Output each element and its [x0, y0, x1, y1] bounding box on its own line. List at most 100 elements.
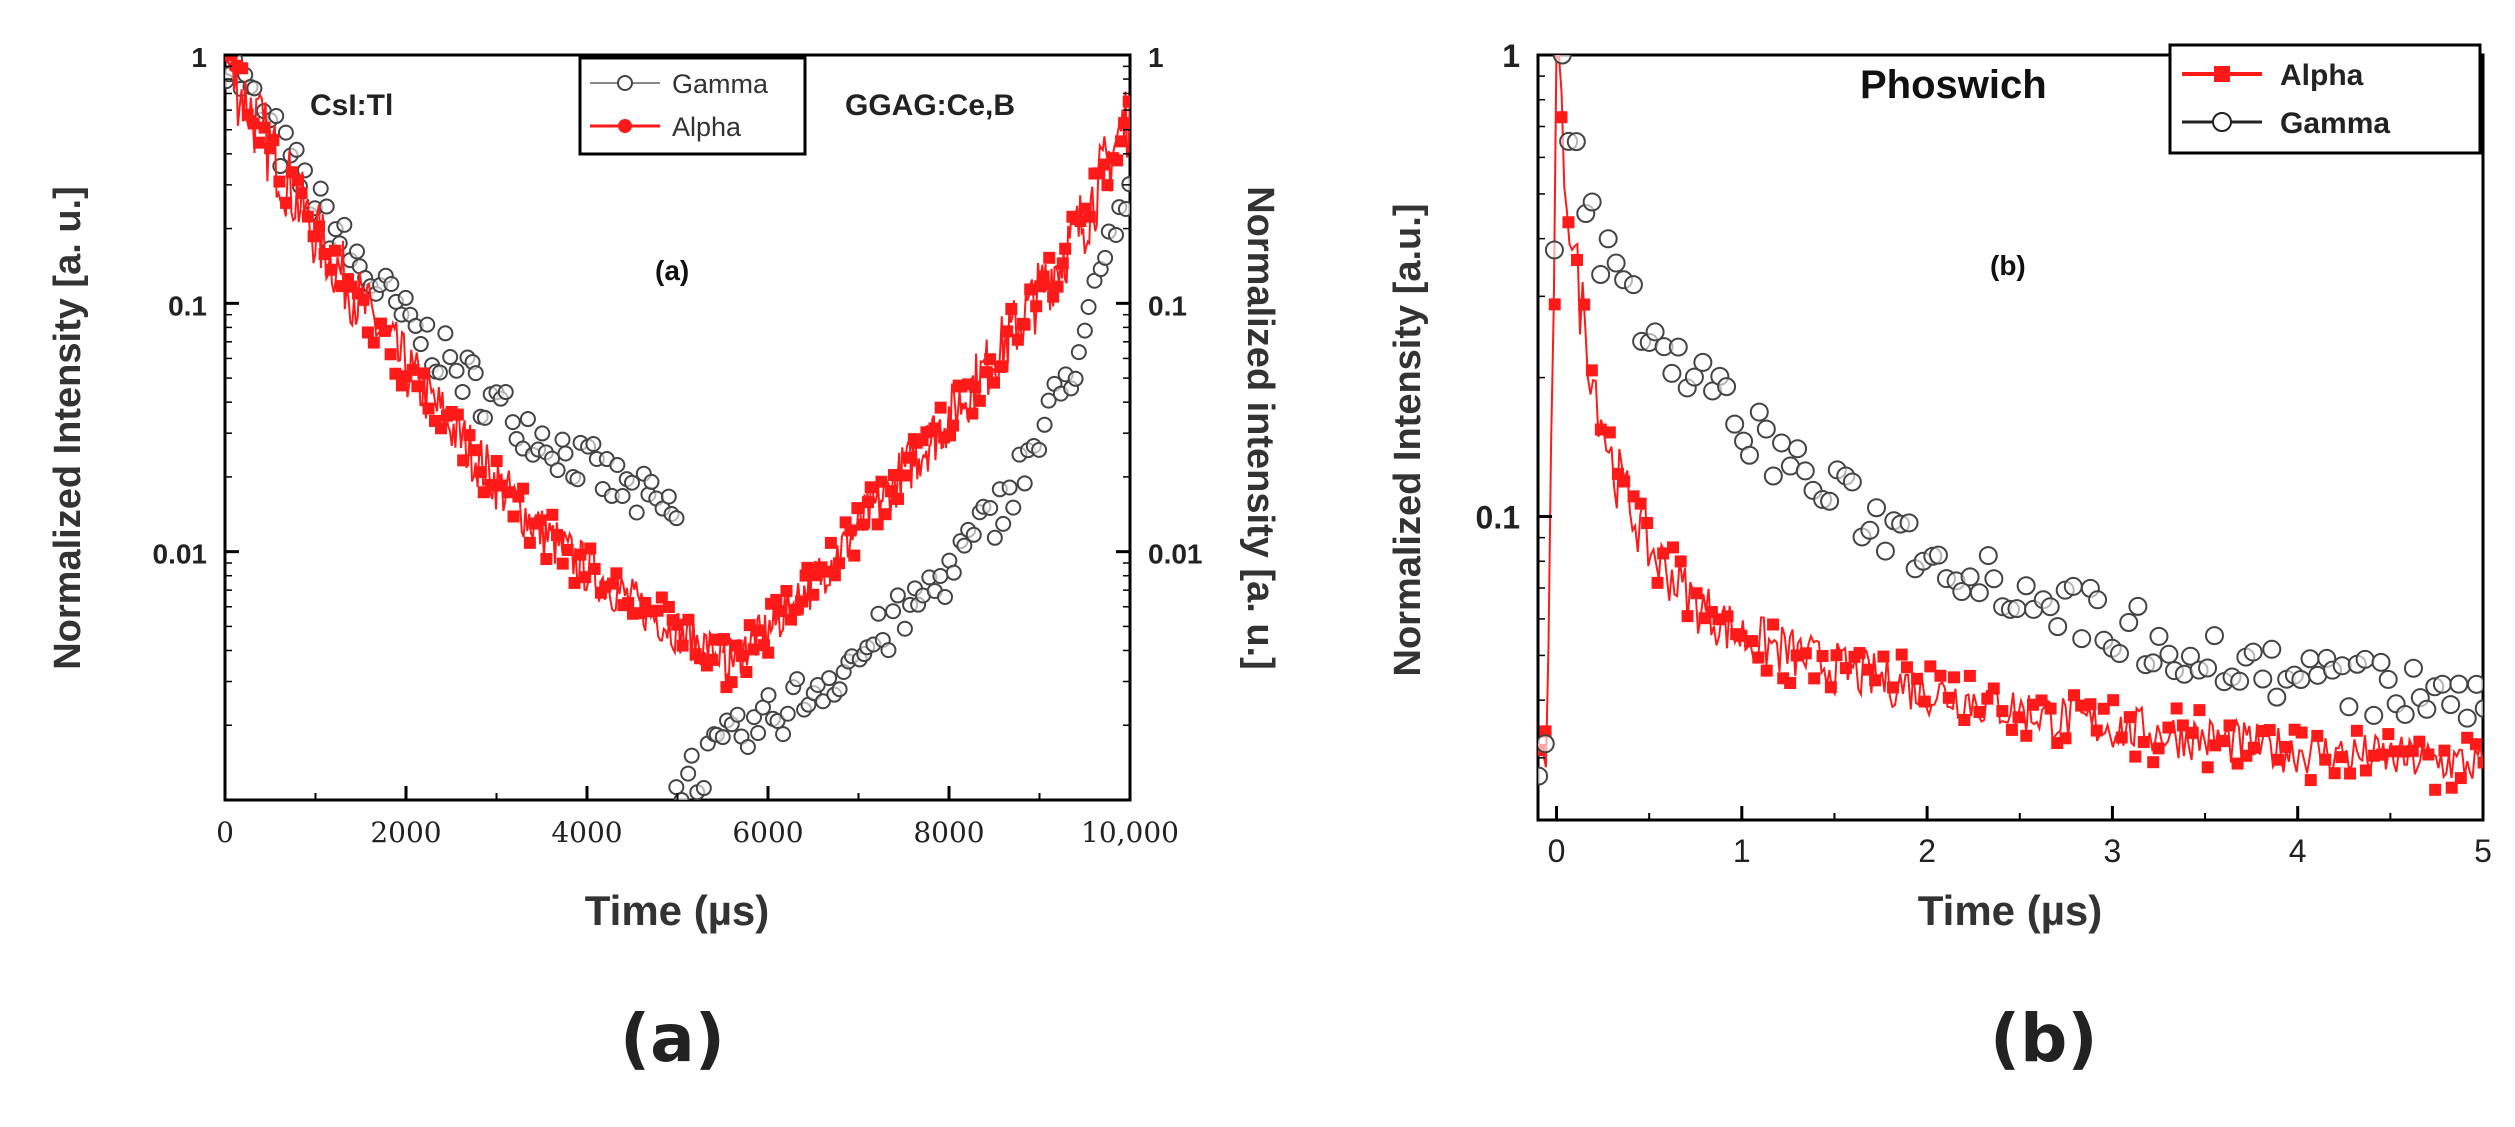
y-tick-label: 1	[1502, 38, 1520, 74]
data-point	[1584, 193, 1601, 210]
data-point	[2468, 676, 2485, 693]
data-point	[535, 514, 547, 526]
data-point	[292, 175, 304, 187]
data-point	[569, 577, 581, 589]
data-point	[2193, 704, 2205, 716]
data-point	[966, 408, 978, 420]
y-tick-label-right: 0.1	[1148, 290, 1187, 321]
data-point	[634, 607, 646, 619]
data-point	[1038, 271, 1050, 283]
data-point	[1670, 339, 1687, 356]
legend-gamma-label-a: Gamma	[672, 69, 769, 99]
data-point	[417, 367, 429, 379]
x-tick-label: 2	[1918, 833, 1936, 869]
data-point	[741, 740, 755, 754]
data-point	[457, 454, 469, 466]
data-point	[795, 595, 807, 607]
data-point	[2065, 578, 2082, 595]
data-point	[280, 197, 292, 209]
data-point	[988, 377, 1000, 389]
data-point	[469, 444, 481, 456]
data-point	[774, 605, 786, 617]
data-point	[2120, 614, 2137, 631]
data-point	[357, 294, 369, 306]
data-point	[422, 403, 434, 415]
x-tick-label: 0	[216, 816, 234, 849]
data-point	[584, 542, 596, 554]
data-point	[1682, 610, 1694, 622]
data-point	[829, 569, 841, 581]
data-point	[781, 707, 795, 721]
x-axis-label-b: Time (µs)	[1918, 887, 2102, 934]
data-point	[886, 604, 900, 618]
data-point	[1869, 674, 1881, 686]
y-tick-label: 0.01	[153, 539, 208, 570]
data-point	[2129, 751, 2141, 763]
data-point	[499, 385, 513, 399]
data-point	[822, 671, 836, 685]
data-point	[1078, 324, 1092, 338]
data-point	[2373, 654, 2390, 671]
data-point	[491, 455, 503, 467]
data-point	[2335, 751, 2347, 763]
data-point	[851, 502, 863, 514]
data-point	[420, 318, 434, 332]
data-point	[2187, 727, 2199, 739]
data-point	[833, 557, 845, 569]
data-point	[903, 452, 915, 464]
data-point	[933, 569, 947, 583]
data-point	[1005, 303, 1017, 315]
data-point	[2116, 731, 2128, 743]
data-point	[1003, 480, 1017, 494]
legend-gamma-marker-a	[618, 76, 632, 90]
data-point	[652, 605, 664, 617]
data-point	[644, 475, 658, 489]
x-tick-label: 8000	[913, 816, 984, 849]
data-point	[2008, 600, 2025, 617]
data-point	[535, 426, 549, 440]
data-point	[2068, 689, 2080, 701]
data-point	[2111, 645, 2128, 662]
chart-title-b: Phoswich	[1860, 63, 2047, 107]
x-tick-label: 4000	[551, 816, 622, 849]
annotation-ggag: GGAG:Ce,B	[845, 89, 1015, 122]
data-point	[1006, 501, 1020, 515]
data-point	[1562, 216, 1574, 228]
data-point	[2422, 748, 2434, 760]
data-point	[2006, 724, 2018, 736]
data-point	[2245, 644, 2262, 661]
data-point	[1751, 404, 1768, 421]
data-point	[469, 366, 483, 380]
data-point	[368, 337, 380, 349]
data-point	[1694, 354, 1711, 371]
data-point	[935, 402, 947, 414]
data-point	[833, 682, 847, 696]
data-point	[2020, 730, 2032, 742]
data-point	[1853, 647, 1865, 659]
data-point	[1817, 650, 1829, 662]
data-point	[2206, 627, 2223, 644]
data-point	[2272, 754, 2284, 766]
legend-gamma-marker-b	[2213, 113, 2231, 131]
series-alpha-1-0	[1533, 55, 2489, 795]
data-point	[2360, 764, 2372, 776]
data-point	[558, 446, 572, 460]
data-point	[1600, 230, 1617, 247]
data-point	[2429, 784, 2441, 796]
x-tick-label: 1	[1733, 833, 1751, 869]
data-point	[464, 429, 476, 441]
data-point	[2129, 598, 2146, 615]
data-point	[236, 62, 248, 74]
data-point	[1741, 447, 1758, 464]
data-point	[997, 360, 1009, 372]
data-point	[2013, 711, 2025, 723]
data-point	[2292, 671, 2309, 688]
data-point	[825, 537, 837, 549]
data-point	[748, 643, 760, 655]
data-point	[2153, 742, 2165, 754]
data-point	[557, 558, 569, 570]
data-point	[1797, 462, 1814, 479]
data-point	[706, 654, 718, 666]
data-point	[1985, 570, 2002, 587]
